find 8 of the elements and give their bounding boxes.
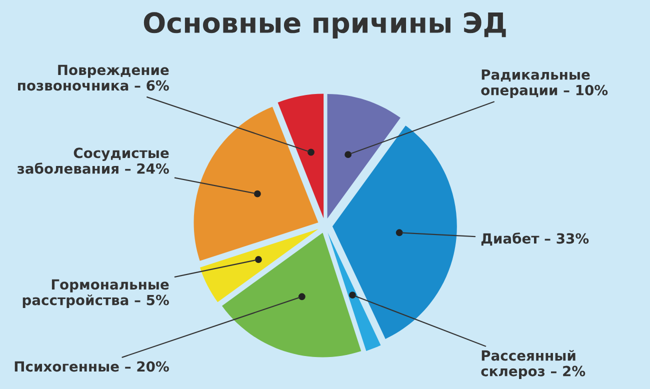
slice-label: Рассеянный склероз – 2% <box>481 350 586 380</box>
chart-title: Основные причины ЭД <box>144 12 506 39</box>
slice-label: Диабет – 33% <box>481 232 589 246</box>
slice-label: Гормональные расстройства – 5% <box>22 279 169 308</box>
slice-label: Повреждение позвоночника – 6% <box>18 64 169 91</box>
slice-label: Психогенные – 20% <box>14 361 169 372</box>
slice-label: Радикальные операции – 10% <box>481 69 608 98</box>
slice-label: Сосудистые заболевания – 24% <box>18 148 169 174</box>
